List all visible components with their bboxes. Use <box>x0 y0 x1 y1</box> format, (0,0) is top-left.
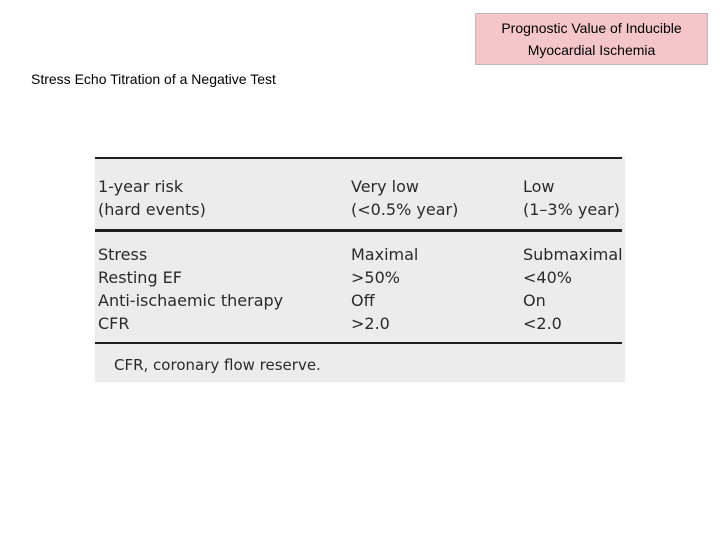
slide-title-box: Prognostic Value of Inducible Myocardial… <box>475 13 708 65</box>
row-label: CFR <box>98 314 130 333</box>
risk-table: 1-year risk (hard events) Very low (<0.5… <box>95 157 625 382</box>
row-label: Stress <box>98 245 148 264</box>
row-low: On <box>523 291 546 310</box>
table-top-rule <box>95 157 622 159</box>
header-col3-line2: (1–3% year) <box>523 200 620 219</box>
header-col1-line1: 1-year risk <box>98 177 184 196</box>
row-very-low: >2.0 <box>351 314 390 333</box>
header-col2-line1: Very low <box>351 177 419 196</box>
table-header-rule <box>95 229 622 232</box>
table-bottom-rule <box>95 342 622 344</box>
row-very-low: >50% <box>351 268 400 287</box>
row-low: <2.0 <box>523 314 562 333</box>
row-very-low: Maximal <box>351 245 419 264</box>
slide-title-line-1: Prognostic Value of Inducible <box>501 20 682 36</box>
row-label: Anti-ischaemic therapy <box>98 291 284 310</box>
slide-subtitle: Stress Echo Titration of a Negative Test <box>31 71 276 87</box>
table-footnote: CFR, coronary flow reserve. <box>114 356 321 374</box>
header-col2-line2: (<0.5% year) <box>351 200 459 219</box>
row-label: Resting EF <box>98 268 182 287</box>
row-low: Submaximal <box>523 245 623 264</box>
row-very-low: Off <box>351 291 375 310</box>
row-low: <40% <box>523 268 572 287</box>
slide-title-line-2: Myocardial Ischemia <box>527 42 656 58</box>
header-col3-line1: Low <box>523 177 555 196</box>
header-col1-line2: (hard events) <box>98 200 206 219</box>
